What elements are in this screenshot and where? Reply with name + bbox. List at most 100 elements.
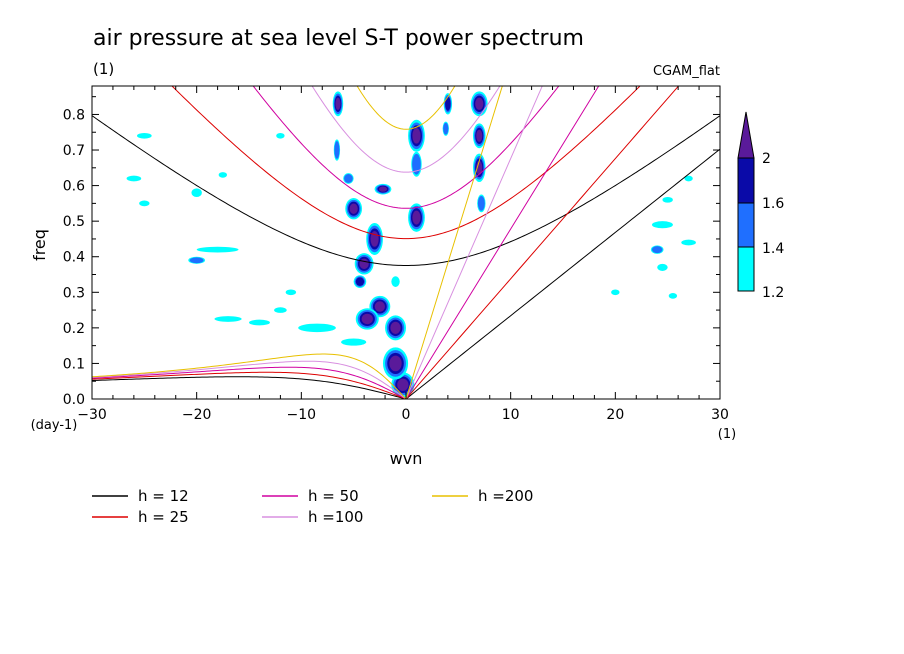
colorbar-band: [737, 202, 755, 248]
x-tick-label: 10: [502, 407, 520, 423]
spectrum-blob: [249, 319, 270, 326]
kelvin-curve: [405, 86, 600, 399]
colorbar-label: 1.4: [762, 241, 784, 257]
x-tick-label: 30: [711, 407, 729, 423]
gravity-curve: [252, 86, 560, 209]
colorbar-band: [737, 246, 755, 292]
spectrum-blob: [389, 355, 402, 372]
colorbar-arrow: [737, 111, 755, 159]
x-axis-label: wvn: [390, 449, 423, 468]
chart-title: air pressure at sea level S-T power spec…: [93, 26, 584, 51]
plot-frame: [91, 85, 721, 400]
spectrum-blob: [191, 188, 202, 197]
spectrum-blob: [285, 289, 297, 296]
spectrum-blob: [189, 257, 204, 264]
colorbar: 1.2 1.4 1.6 2: [737, 111, 784, 301]
spectrum-blob: [214, 316, 242, 322]
spectrum-shading: [126, 91, 696, 398]
spectrum-blob: [412, 153, 421, 175]
spectrum-blob: [359, 258, 369, 270]
spectrum-blob: [361, 313, 373, 325]
colorbar-label: 2: [762, 151, 771, 167]
spectrum-blob: [349, 203, 358, 214]
y-tick-label: 0.7: [63, 143, 85, 159]
spectrum-blob: [355, 277, 365, 286]
kelvin-curve: [405, 86, 503, 399]
spectrum-blob: [412, 210, 421, 225]
spectrum-blob: [298, 323, 336, 333]
source-label: CGAM_flat: [653, 64, 720, 79]
gravity-curve: [92, 115, 720, 266]
spectrum-blob: [137, 132, 152, 139]
colorbar-label: 1.2: [762, 285, 784, 301]
spectrum-blob: [126, 175, 142, 182]
y-axis-unit: (day-1): [31, 418, 78, 433]
legend: h = 12 h = 25 h = 50 h =100 h =200: [92, 487, 533, 526]
spectrum-blob: [335, 97, 341, 110]
x-tick-label: 20: [606, 407, 624, 423]
spectrum-blob: [611, 289, 620, 296]
legend-label: h =100: [308, 508, 363, 526]
spectrum-blob: [651, 246, 663, 254]
x-tick-label: −30: [77, 407, 107, 423]
spectrum-blob: [374, 301, 385, 312]
y-tick-label: 0.8: [63, 107, 85, 123]
spectrum-blob: [139, 200, 150, 207]
legend-label: h = 12: [138, 487, 189, 505]
legend-label: h =200: [478, 487, 533, 505]
spectrum-blob: [344, 174, 353, 183]
y-tick-label: 0.6: [63, 179, 85, 195]
rossby-curve: [92, 360, 407, 399]
gravity-curve: [311, 86, 501, 173]
y-axis-label: freq: [30, 229, 49, 261]
spectrum-blob: [681, 239, 696, 246]
kelvin-curve: [405, 86, 543, 399]
y-tick-label: 0.5: [63, 214, 85, 230]
x-tick-label: −20: [182, 407, 212, 423]
spectrum-blob: [391, 276, 400, 287]
spectrum-blob: [476, 129, 483, 142]
y-tick-label: 0.2: [63, 321, 85, 337]
x-tick-label: 0: [402, 407, 411, 423]
rossby-curve: [92, 366, 407, 399]
spectrum-blob: [477, 195, 485, 211]
x-axis: −30 −20 −10 0 10 20 30: [77, 86, 729, 423]
rossby-curve: [92, 376, 407, 399]
spectrum-blob: [684, 175, 693, 182]
y-tick-label: 0.4: [63, 250, 85, 266]
legend-label: h = 50: [308, 487, 359, 505]
dispersion-curves: [92, 86, 720, 399]
y-tick-label: 0.3: [63, 285, 85, 301]
chart-subtitle: (1): [93, 60, 114, 78]
colorbar-label: 1.6: [762, 196, 784, 212]
spectrum-blob: [276, 132, 285, 139]
spectrum-blob: [668, 293, 678, 299]
spectrum-blob: [657, 263, 668, 271]
y-axis: 0.0 0.1 0.2 0.3 0.4 0.5 0.6 0.7 0.8: [63, 96, 720, 408]
spectrum-blob: [378, 186, 388, 192]
y-tick-label: 0.1: [63, 356, 85, 372]
spectrum-blob: [651, 221, 673, 229]
spectrum-blob: [390, 321, 401, 334]
colorbar-band: [737, 157, 755, 204]
rossby-curve: [92, 353, 407, 399]
x-axis-unit: (1): [718, 427, 736, 442]
spectrum-blob: [443, 122, 449, 135]
spectrum-blob: [412, 127, 421, 144]
y-tick-label: 0.0: [63, 392, 85, 408]
spectrum-blob: [475, 97, 484, 110]
kelvin-curve: [405, 148, 720, 399]
spectrum-blob: [274, 307, 287, 313]
spectrum-blob: [196, 246, 239, 253]
spectrum-blob: [341, 338, 367, 346]
gravity-curve: [171, 86, 641, 240]
rossby-curve: [92, 371, 407, 399]
spectrum-blob: [397, 378, 409, 391]
x-tick-label: −10: [287, 407, 317, 423]
gravity-curve: [356, 86, 456, 130]
spectrum-blob: [445, 96, 451, 111]
spectrum-blob: [218, 172, 228, 178]
spectrum-blob: [334, 141, 340, 159]
legend-label: h = 25: [138, 508, 189, 526]
